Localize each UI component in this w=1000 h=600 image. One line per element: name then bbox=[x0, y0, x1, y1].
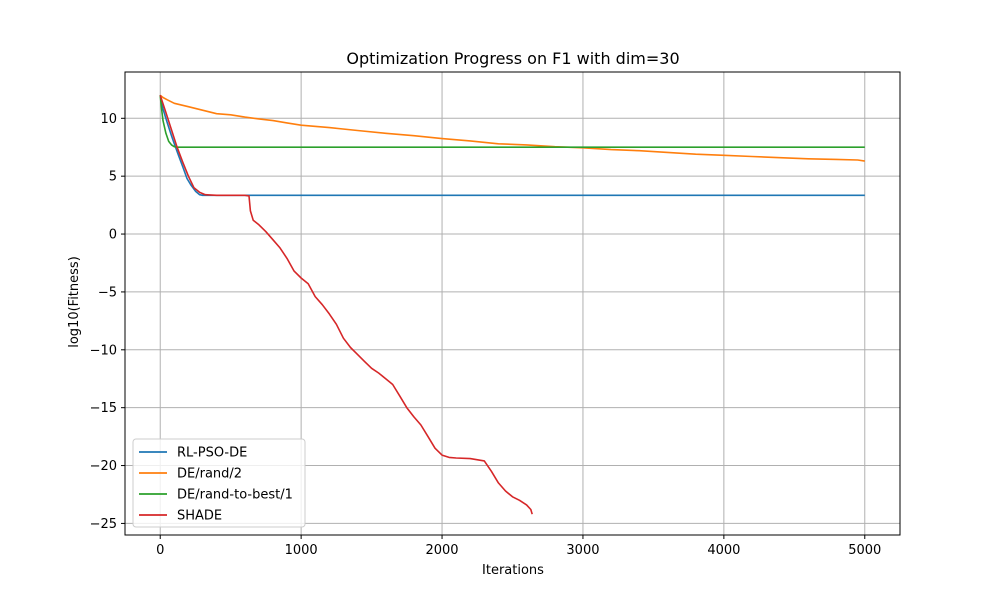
y-tick-label: 5 bbox=[109, 170, 117, 185]
y-tick-label: −20 bbox=[90, 459, 117, 474]
legend-label: RL-PSO-DE bbox=[177, 446, 247, 461]
legend: RL-PSO-DE DE/rand/2 DE/rand-to-best/1 SHADE bbox=[132, 438, 306, 528]
series-line-de-rand-2 bbox=[159, 94, 865, 162]
grid bbox=[125, 72, 900, 535]
y-axis-ticks: 10 5 0 −5 −10 −15 −20 −25 bbox=[90, 112, 125, 532]
x-tick-label: 3000 bbox=[566, 543, 599, 558]
legend-label: DE/rand-to-best/1 bbox=[177, 488, 293, 503]
plot-frame bbox=[124, 71, 901, 536]
y-tick-label: −5 bbox=[98, 285, 117, 300]
x-axis-label: Iterations bbox=[482, 563, 544, 578]
x-axis-ticks: 0 1000 2000 3000 4000 5000 bbox=[156, 535, 881, 558]
chart-title: Optimization Progress on F1 with dim=30 bbox=[346, 49, 679, 68]
x-tick-label: 0 bbox=[156, 543, 164, 558]
y-tick-label: −10 bbox=[90, 343, 117, 358]
y-tick-label: −15 bbox=[90, 401, 117, 416]
y-tick-label: −25 bbox=[90, 517, 117, 532]
x-tick-label: 1000 bbox=[285, 543, 318, 558]
x-tick-label: 4000 bbox=[707, 543, 740, 558]
legend-label: SHADE bbox=[177, 509, 222, 524]
legend-label: DE/rand/2 bbox=[177, 467, 242, 482]
y-tick-label: 10 bbox=[100, 112, 117, 127]
series-line-shade bbox=[159, 94, 533, 515]
y-tick-label: 0 bbox=[109, 228, 117, 243]
legend-box bbox=[132, 438, 306, 528]
series-lines bbox=[159, 94, 865, 515]
x-tick-label: 5000 bbox=[848, 543, 881, 558]
y-axis-label: log10(Fitness) bbox=[67, 256, 82, 348]
x-tick-label: 2000 bbox=[425, 543, 458, 558]
series-line-de-rand-to-best-1 bbox=[159, 95, 865, 148]
